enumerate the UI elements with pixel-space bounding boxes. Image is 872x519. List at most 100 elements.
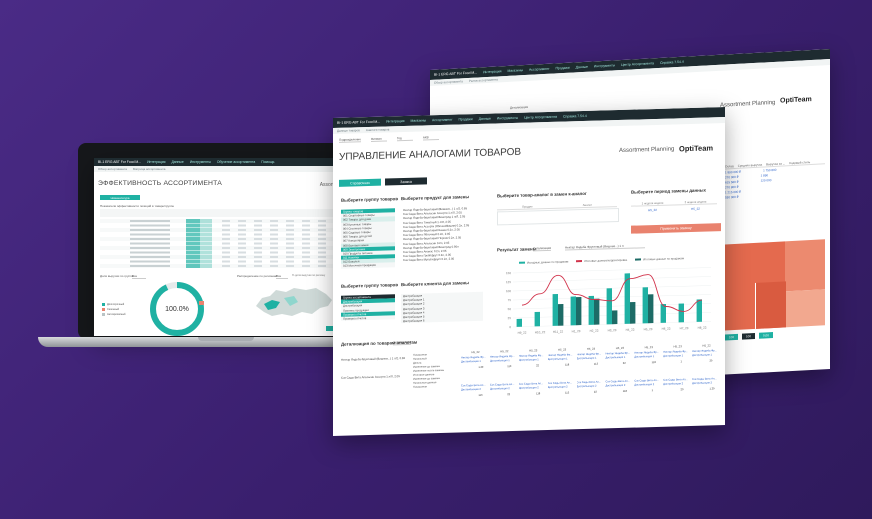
- table-cell-bar: [302, 242, 310, 245]
- front-menu-item[interactable]: Продажи: [458, 117, 473, 122]
- detail-cell[interactable]: Дистрибьюция 2: [634, 383, 655, 387]
- detail-cell[interactable]: Дистрибьюция 2: [692, 381, 712, 385]
- laptop-tab-button[interactable]: Номенклатура: [100, 195, 140, 200]
- group-title: Выберите группу товаров: [341, 282, 399, 289]
- detail-cell[interactable]: Дистрибьюция 1: [692, 353, 712, 357]
- table-cell-bar: [130, 260, 170, 263]
- front-filter[interactable]: АКВ: [422, 135, 439, 141]
- details-filter[interactable]: Детализация: [393, 339, 412, 346]
- front-menu-item[interactable]: BI-1 ERG ABT For Food M...: [337, 119, 381, 125]
- detail-cell[interactable]: Дистрибьюция 1: [576, 356, 597, 361]
- front-menu-item[interactable]: Магазины: [410, 118, 427, 123]
- table-cell-bar: [238, 251, 246, 254]
- back-menu-item[interactable]: BI-1 ERG ABT For Food M...: [434, 70, 478, 77]
- laptop-menu-item[interactable]: Данные: [171, 160, 184, 164]
- result-select[interactable]: Нектар Яндеба Фруктовый (Вишнев...) 1 л: [565, 243, 645, 251]
- laptop-subtab[interactable]: Матрица ассортимента: [132, 167, 166, 171]
- details-row-label: Нектар Яндеба Фруктовый (Вишнев...) 1 л/…: [341, 355, 406, 362]
- back-footer-cell[interactable]: 0,00: [759, 332, 773, 339]
- detail-cell[interactable]: Дистрибьюция 1: [518, 358, 539, 362]
- laptop-menu-item[interactable]: BI-1 ERG ABT For Food M...: [98, 160, 142, 164]
- detail-cell[interactable]: Дистрибьюция 2: [605, 383, 626, 388]
- table-highlight: [200, 228, 212, 232]
- table-cell-bar: [318, 247, 326, 249]
- back-footer-cell[interactable]: 100: [742, 332, 756, 340]
- y-tick-label: 125: [506, 280, 511, 284]
- detail-cell[interactable]: Дистрибьюция 1: [663, 354, 684, 358]
- laptop-map-value[interactable]: Все: [276, 274, 288, 279]
- back-footer-cell[interactable]: 100: [725, 333, 739, 341]
- laptop-menu-item[interactable]: Инструменты: [189, 160, 211, 164]
- back-menu-item[interactable]: Данные: [575, 64, 588, 70]
- front-menu-item[interactable]: Инструменты: [496, 115, 519, 121]
- back-table-value: 270 000 ₽: [725, 174, 739, 180]
- table-cell-bar: [254, 265, 262, 267]
- details-row-label: Сок Сады Вита Апельсин Ассорти 1 л/Л, 2.…: [341, 374, 400, 380]
- front-menu-item[interactable]: Справка 7.54.4: [563, 113, 587, 119]
- tab-other[interactable]: Заявка: [385, 177, 427, 186]
- table-cell-bar: [130, 247, 170, 249]
- front-filter[interactable]: Подразделение: [339, 137, 361, 143]
- front-filter[interactable]: Год: [396, 135, 413, 142]
- table-cell-bar: [302, 260, 310, 263]
- client-title: Выберите клиента для замены: [401, 280, 469, 288]
- laptop-notch: [198, 337, 254, 341]
- table-cell-bar: [130, 224, 170, 227]
- table-cell-bar: [286, 247, 294, 249]
- legend-swatch-icon: [576, 260, 583, 263]
- detail-cell[interactable]: Дистрибьюция 1: [461, 359, 481, 364]
- apply-replacement-button[interactable]: Применить замену: [631, 223, 721, 234]
- detail-cell[interactable]: Дистрибьюция 1: [547, 357, 568, 362]
- bar: [516, 318, 523, 327]
- back-subtab[interactable]: Рынок ассортимента: [468, 77, 498, 83]
- table-cell-bar: [270, 256, 278, 258]
- detail-cell[interactable]: Дистрибьюция 1: [489, 359, 510, 363]
- client-item[interactable]: Дистрибьюция 6: [403, 318, 425, 324]
- laptop-menu-item[interactable]: Обучение ассортимента: [216, 160, 256, 164]
- laptop-menu-item[interactable]: Помощь: [261, 160, 275, 164]
- col4-value[interactable]: H5_22: [691, 206, 700, 211]
- back-subtab[interactable]: Обзор ассортимента: [434, 79, 463, 85]
- product-group-item[interactable]: 013 Молочная продукция: [343, 263, 376, 269]
- bar: [576, 296, 582, 326]
- back-menu-item[interactable]: Интеграция: [483, 69, 502, 75]
- front-menu-item[interactable]: Центр Ассортимента: [524, 114, 558, 120]
- detail-cell[interactable]: Дистрибьюция 1: [605, 355, 626, 360]
- front-subtab[interactable]: Аналоги товаров: [365, 127, 390, 133]
- detail-cell[interactable]: Дистрибьюция 2: [663, 382, 684, 386]
- back-menu-item[interactable]: Ассортимент: [529, 66, 550, 72]
- laptop-menu-item[interactable]: Интеграция: [147, 160, 166, 164]
- detail-cell[interactable]: Дистрибьюция 2: [576, 384, 597, 389]
- front-menu-item[interactable]: Ассортимент: [432, 117, 453, 123]
- product-item[interactable]: Сок Сады Вита Мультифрукт 0.2л, 2.05: [403, 256, 455, 263]
- table-cell-bar: [286, 224, 294, 227]
- back-menu-item[interactable]: Продажи: [555, 65, 570, 71]
- col3-title: Выберите товар-аналог в замен к-аналог: [497, 190, 587, 199]
- table-cell-bar: [302, 229, 310, 231]
- front-menu-item[interactable]: Интеграция: [386, 119, 405, 124]
- tab-active[interactable]: Справочник: [339, 178, 381, 187]
- back-filter[interactable]: Детализация: [510, 104, 529, 110]
- bar: [552, 294, 558, 326]
- front-menu-item[interactable]: Данные: [478, 116, 491, 121]
- detail-cell[interactable]: Дистрибьюция 2: [547, 385, 568, 390]
- gridline: [513, 267, 711, 274]
- col3-header: Аналог: [582, 202, 592, 208]
- result-filter[interactable]: Детализация: [533, 245, 552, 252]
- front-filter[interactable]: Филиал: [370, 136, 387, 142]
- legend-entry: Итоговые данные/корректировка: [576, 258, 627, 263]
- detail-cell[interactable]: Дистрибьюция 2: [461, 387, 481, 392]
- x-tick-label: H6_23: [662, 327, 671, 331]
- group-item[interactable]: Проверка отчетов: [343, 316, 367, 321]
- laptop-filter-value[interactable]: Все: [132, 274, 146, 279]
- back-menu-item[interactable]: Центр Ассортимента: [621, 61, 655, 67]
- laptop-subtab[interactable]: Обзор ассортимента: [98, 167, 127, 171]
- back-menu-item[interactable]: Магазины: [507, 68, 524, 73]
- detail-cell[interactable]: Дистрибьюция 2: [518, 386, 539, 390]
- col4-value[interactable]: H5_22: [648, 207, 657, 213]
- detail-cell[interactable]: Дистрибьюция 2: [489, 387, 510, 391]
- back-menu-item[interactable]: Инструменты: [593, 63, 616, 69]
- back-menu-item[interactable]: Справка 7.54.4: [660, 59, 684, 65]
- detail-cell[interactable]: Дистрибьюция 1: [634, 355, 655, 359]
- front-subtab[interactable]: Данные товаров: [337, 128, 360, 133]
